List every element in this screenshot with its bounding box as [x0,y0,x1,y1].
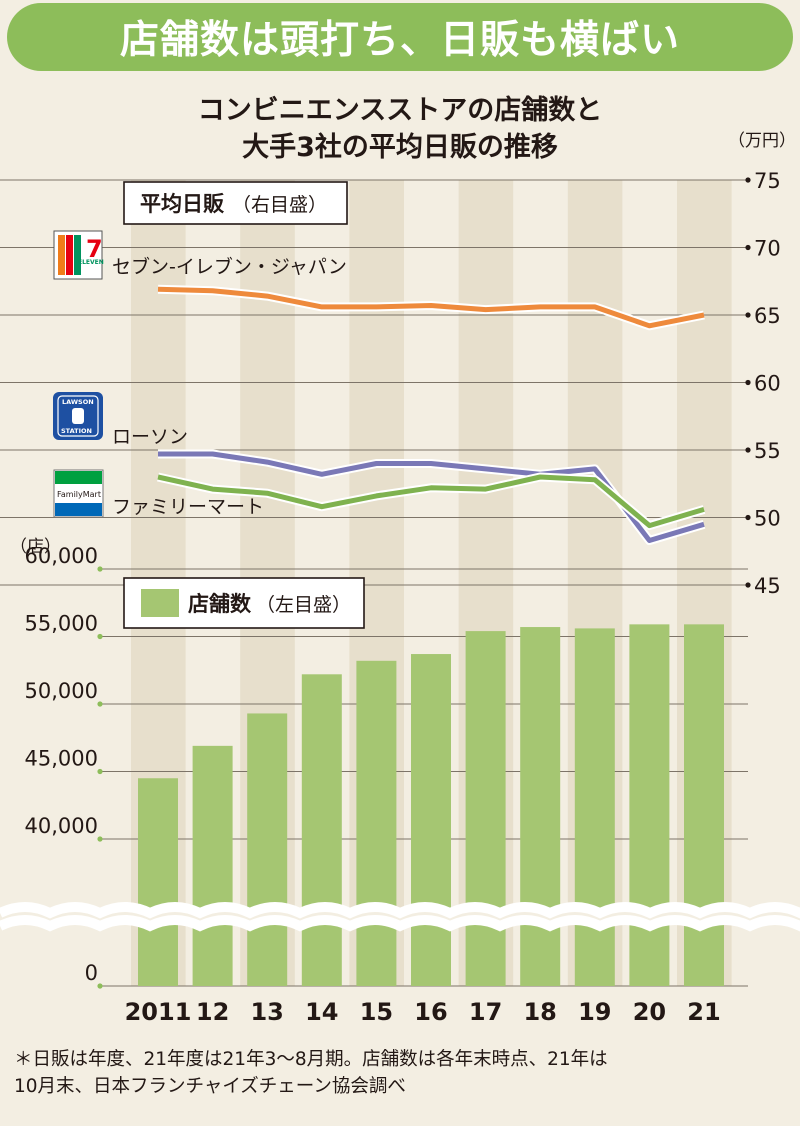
familymart-logo-text: FamilyMart [57,490,101,499]
right-tick-dot [745,379,751,386]
right-tick-dot [745,582,751,588]
familymart-logo-icon: FamilyMart [53,469,104,518]
right-axis-unit: （万円） [728,131,796,151]
chart-subtitle-line1: コンビニエンスストアの店舗数と [197,95,603,126]
x-tick-label: 12 [196,998,229,1026]
right-tick-dot [745,514,751,521]
right-tick-label: 60 [754,372,781,396]
x-tick-label: 2011 [125,998,192,1026]
left-tick-label: 0 [85,961,98,985]
chart-subtitle-line2: 大手3社の平均日販の推移 [242,132,558,163]
store-count-bar [356,660,397,986]
lawson-logo-icon: LAWSON STATION [53,392,103,440]
x-tick-label: 16 [414,998,447,1026]
headline-banner: 店舗数は頭打ち、日販も横ばい [7,3,793,71]
left-axis-ticks: 0 40,000 45,000 50,000 55,000 60,000 [25,544,103,989]
seven-eleven-logo-icon: 7 ELEVEN [53,230,104,280]
left-tick-dot [97,983,103,989]
store-count-bar [301,674,342,986]
familymart-line [157,474,705,529]
right-tick-label: 65 [754,304,781,328]
store-count-bars [138,624,724,986]
store-count-bar [684,624,724,986]
store-count-bar [465,631,506,986]
right-tick-label: 55 [754,439,781,463]
left-tick-dot [97,836,103,842]
left-tick-label: 45,000 [25,747,98,771]
lawson-logo-bottom: STATION [61,427,92,435]
left-tick-dot [97,633,103,640]
lawson-label: ローソン [112,426,188,448]
store-count-bar [574,628,615,986]
svg-text:7: 7 [86,235,103,263]
x-axis-ticks: 2011 12 13 14 15 16 17 18 19 20 21 [125,998,721,1026]
right-tick-label: 45 [754,574,781,598]
left-tick-label: 40,000 [25,814,98,838]
right-tick-dot [745,312,751,318]
footnote-line2: 10月末、日本フランチャイズチェーン協会調べ [14,1076,406,1097]
seven-eleven-line [157,286,705,329]
x-tick-label: 20 [633,998,666,1026]
left-tick-label: 50,000 [25,679,98,703]
right-tick-dot [745,447,751,453]
right-tick-label: 70 [754,237,781,261]
store-legend-note: （左目盛） [256,594,351,616]
seven-logo-text: ELEVEN [78,259,104,266]
left-tick-dot [97,701,103,707]
x-tick-label: 13 [250,998,283,1026]
sales-legend-note: （右目盛） [232,194,327,216]
store-legend-swatch [141,589,179,617]
x-tick-label: 17 [469,998,502,1026]
right-tick-dot [745,177,751,183]
sales-legend-box [123,181,348,225]
right-tick-dot [745,244,751,251]
left-tick-label: 60,000 [25,544,98,568]
right-axis-ticks: 45 50 55 60 65 70 75 [745,169,781,598]
right-tick-label: 50 [754,507,781,531]
x-tick-label: 18 [523,998,556,1026]
left-tick-dot [97,566,103,572]
sales-legend-label: 平均日販 [140,192,225,216]
headline-text: 店舗数は頭打ち、日販も横ばい [119,18,680,63]
chart-canvas: 0 40,000 45,000 50,000 55,000 60,000 45 50 55 60… [0,169,800,1026]
left-axis-unit: （店） [10,537,61,557]
axis-break-wave [0,902,800,919]
x-tick-label: 21 [687,998,720,1026]
lawson-logo-top: LAWSON [62,398,94,406]
left-tick-label: 55,000 [25,612,98,636]
x-tick-label: 19 [578,998,611,1026]
left-tick-dot [97,768,103,775]
store-count-bar [247,713,288,986]
store-count-bar [520,627,561,986]
store-count-bar [411,654,451,986]
familymart-label: ファミリーマート [112,496,264,518]
axis-break-wave [0,915,800,932]
store-count-bar [629,624,670,986]
footnote: ＊日販は年度、21年度は21年3～8月期。店舗数は各年末時点、21年は 10月末… [14,1046,794,1100]
seven-eleven-label: セブン-イレブン・ジャパン [112,255,347,278]
x-tick-label: 14 [305,998,338,1026]
store-legend-label: 店舗数 [188,592,252,616]
sales-lines [157,284,706,545]
store-count-bar [192,745,233,986]
x-tick-label: 15 [360,998,393,1026]
store-count-bar [138,778,178,986]
footnote-line1: ＊日販は年度、21年度は21年3～8月期。店舗数は各年末時点、21年は [14,1049,608,1070]
right-tick-label: 75 [754,169,781,193]
axis-break [0,902,800,932]
